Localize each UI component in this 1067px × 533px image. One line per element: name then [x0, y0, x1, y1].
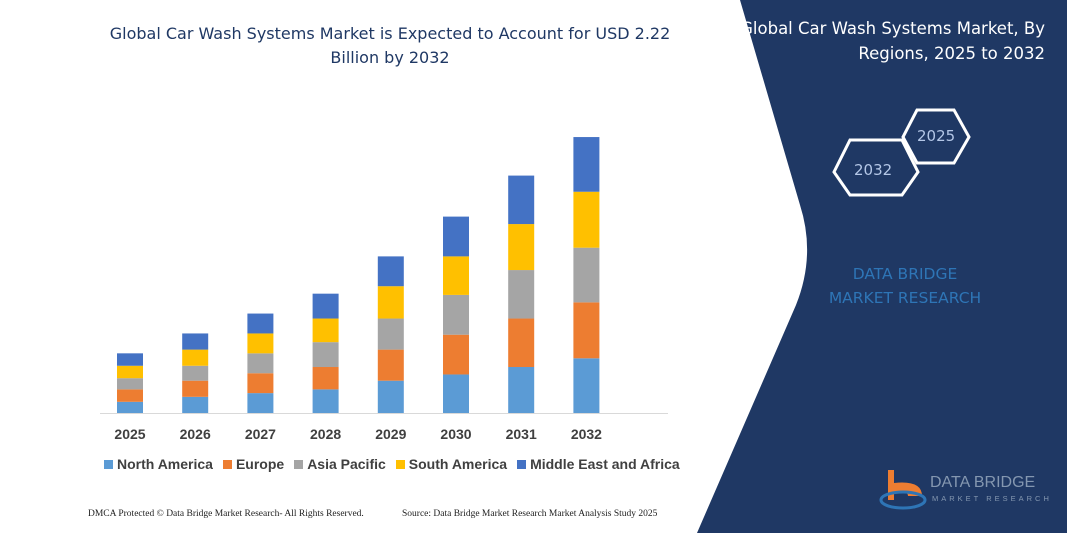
bar-segment-2028-middle-east-and-africa — [312, 293, 339, 319]
bar-segment-2029-north-america — [377, 380, 404, 413]
legend-item: Middle East and Africa — [517, 456, 680, 472]
logo-subtitle: MARKET RESEARCH — [932, 494, 1052, 503]
bar-segment-2026-north-america — [182, 396, 209, 413]
bar-segment-2028-europe — [312, 367, 339, 390]
legend-label: North America — [117, 456, 213, 472]
bar-segment-2031-north-america — [508, 367, 535, 413]
bar-segment-2026-middle-east-and-africa — [182, 333, 209, 350]
legend: North America Europe Asia Pacific South Ame… — [104, 456, 680, 472]
bar-segment-2027-asia-pacific — [247, 353, 274, 374]
bar-segment-2025-europe — [117, 389, 143, 402]
bar-segment-2025-middle-east-and-africa — [117, 353, 143, 366]
x-tick-label: 2031 — [505, 426, 537, 442]
hex-2032-icon — [832, 138, 920, 197]
bar-segment-2030-north-america — [443, 374, 469, 413]
legend-swatch — [222, 459, 232, 469]
hex-2025-icon — [901, 108, 971, 165]
bar-segment-2030-south-america — [443, 256, 469, 295]
side-panel — [697, 0, 1067, 533]
bar-segment-2028-north-america — [312, 389, 339, 413]
legend-item: Europe — [222, 456, 285, 472]
bar-segment-2027-north-america — [247, 393, 274, 413]
logo-title: DATA BRIDGE — [930, 474, 1036, 491]
legend-swatch — [104, 459, 113, 469]
legend-label: Asia Pacific — [307, 456, 386, 472]
x-tick-label: 2028 — [310, 426, 342, 442]
legend-label: Middle East and Africa — [530, 456, 680, 472]
bar-segment-2032-south-america — [573, 191, 600, 248]
bar-segment-2027-middle-east-and-africa — [247, 313, 274, 334]
bar-segment-2032-europe — [573, 302, 600, 359]
bar-segment-2025-north-america — [117, 401, 143, 413]
bar-segment-2030-asia-pacific — [443, 294, 469, 335]
legend-item: South America — [395, 456, 508, 472]
x-tick-label: 2027 — [244, 426, 276, 442]
legend-swatch — [517, 459, 527, 469]
hex-label-2032: 2032 — [854, 161, 893, 179]
bar-segment-2031-europe — [508, 318, 535, 368]
footer-source: Source: Data Bridge Market Research Mark… — [402, 509, 658, 519]
bar-segment-2031-middle-east-and-africa — [508, 175, 535, 225]
panel-title: Global Car Wash Systems Market, By Regio… — [740, 19, 1045, 63]
legend-item: North America — [104, 456, 213, 472]
bar-segment-2031-asia-pacific — [508, 270, 535, 319]
bar-segment-2032-asia-pacific — [573, 247, 600, 303]
bar-segment-2029-middle-east-and-africa — [377, 256, 404, 287]
chart-title: Global Car Wash Systems Market is Expect… — [109, 24, 671, 67]
bar-segment-2029-europe — [377, 349, 404, 381]
bar-segment-2032-north-america — [573, 358, 600, 413]
logo-icon — [879, 470, 927, 510]
legend-label: South America — [408, 456, 508, 472]
bar-segment-2032-middle-east-and-africa — [573, 137, 600, 192]
bar-segment-2030-europe — [443, 334, 469, 375]
bars — [117, 137, 600, 413]
legend-swatch — [395, 459, 405, 469]
brand-text: DATA BRIDGE MARKET RESEARCH — [828, 265, 982, 307]
bar-segment-2027-south-america — [247, 333, 274, 354]
x-tick-label: 2025 — [114, 426, 146, 442]
footer-copyright: DMCA Protected © Data Bridge Market Rese… — [88, 509, 364, 519]
bar-segment-2028-south-america — [312, 318, 339, 343]
x-tick-label: 2026 — [179, 426, 211, 442]
hex-label-2025: 2025 — [917, 127, 956, 145]
bar-segment-2026-asia-pacific — [182, 365, 209, 381]
x-tick-label: 2029 — [375, 426, 407, 442]
bar-segment-2025-asia-pacific — [117, 378, 143, 390]
bar-segment-2030-middle-east-and-africa — [443, 216, 469, 257]
bar-segment-2025-south-america — [117, 365, 143, 379]
legend-label: Europe — [235, 456, 285, 472]
x-tick-label: 2032 — [570, 426, 602, 442]
bar-segment-2031-south-america — [508, 224, 535, 271]
x-tick-label: 2030 — [440, 426, 472, 442]
bar-segment-2027-europe — [247, 373, 274, 394]
legend-item: Asia Pacific — [294, 456, 386, 472]
bar-segment-2029-asia-pacific — [377, 318, 404, 350]
legend-swatch — [294, 459, 304, 469]
bar-segment-2028-asia-pacific — [312, 342, 339, 368]
bar-segment-2029-south-america — [377, 286, 404, 319]
bar-segment-2026-south-america — [182, 349, 209, 366]
bar-segment-2026-europe — [182, 380, 209, 397]
